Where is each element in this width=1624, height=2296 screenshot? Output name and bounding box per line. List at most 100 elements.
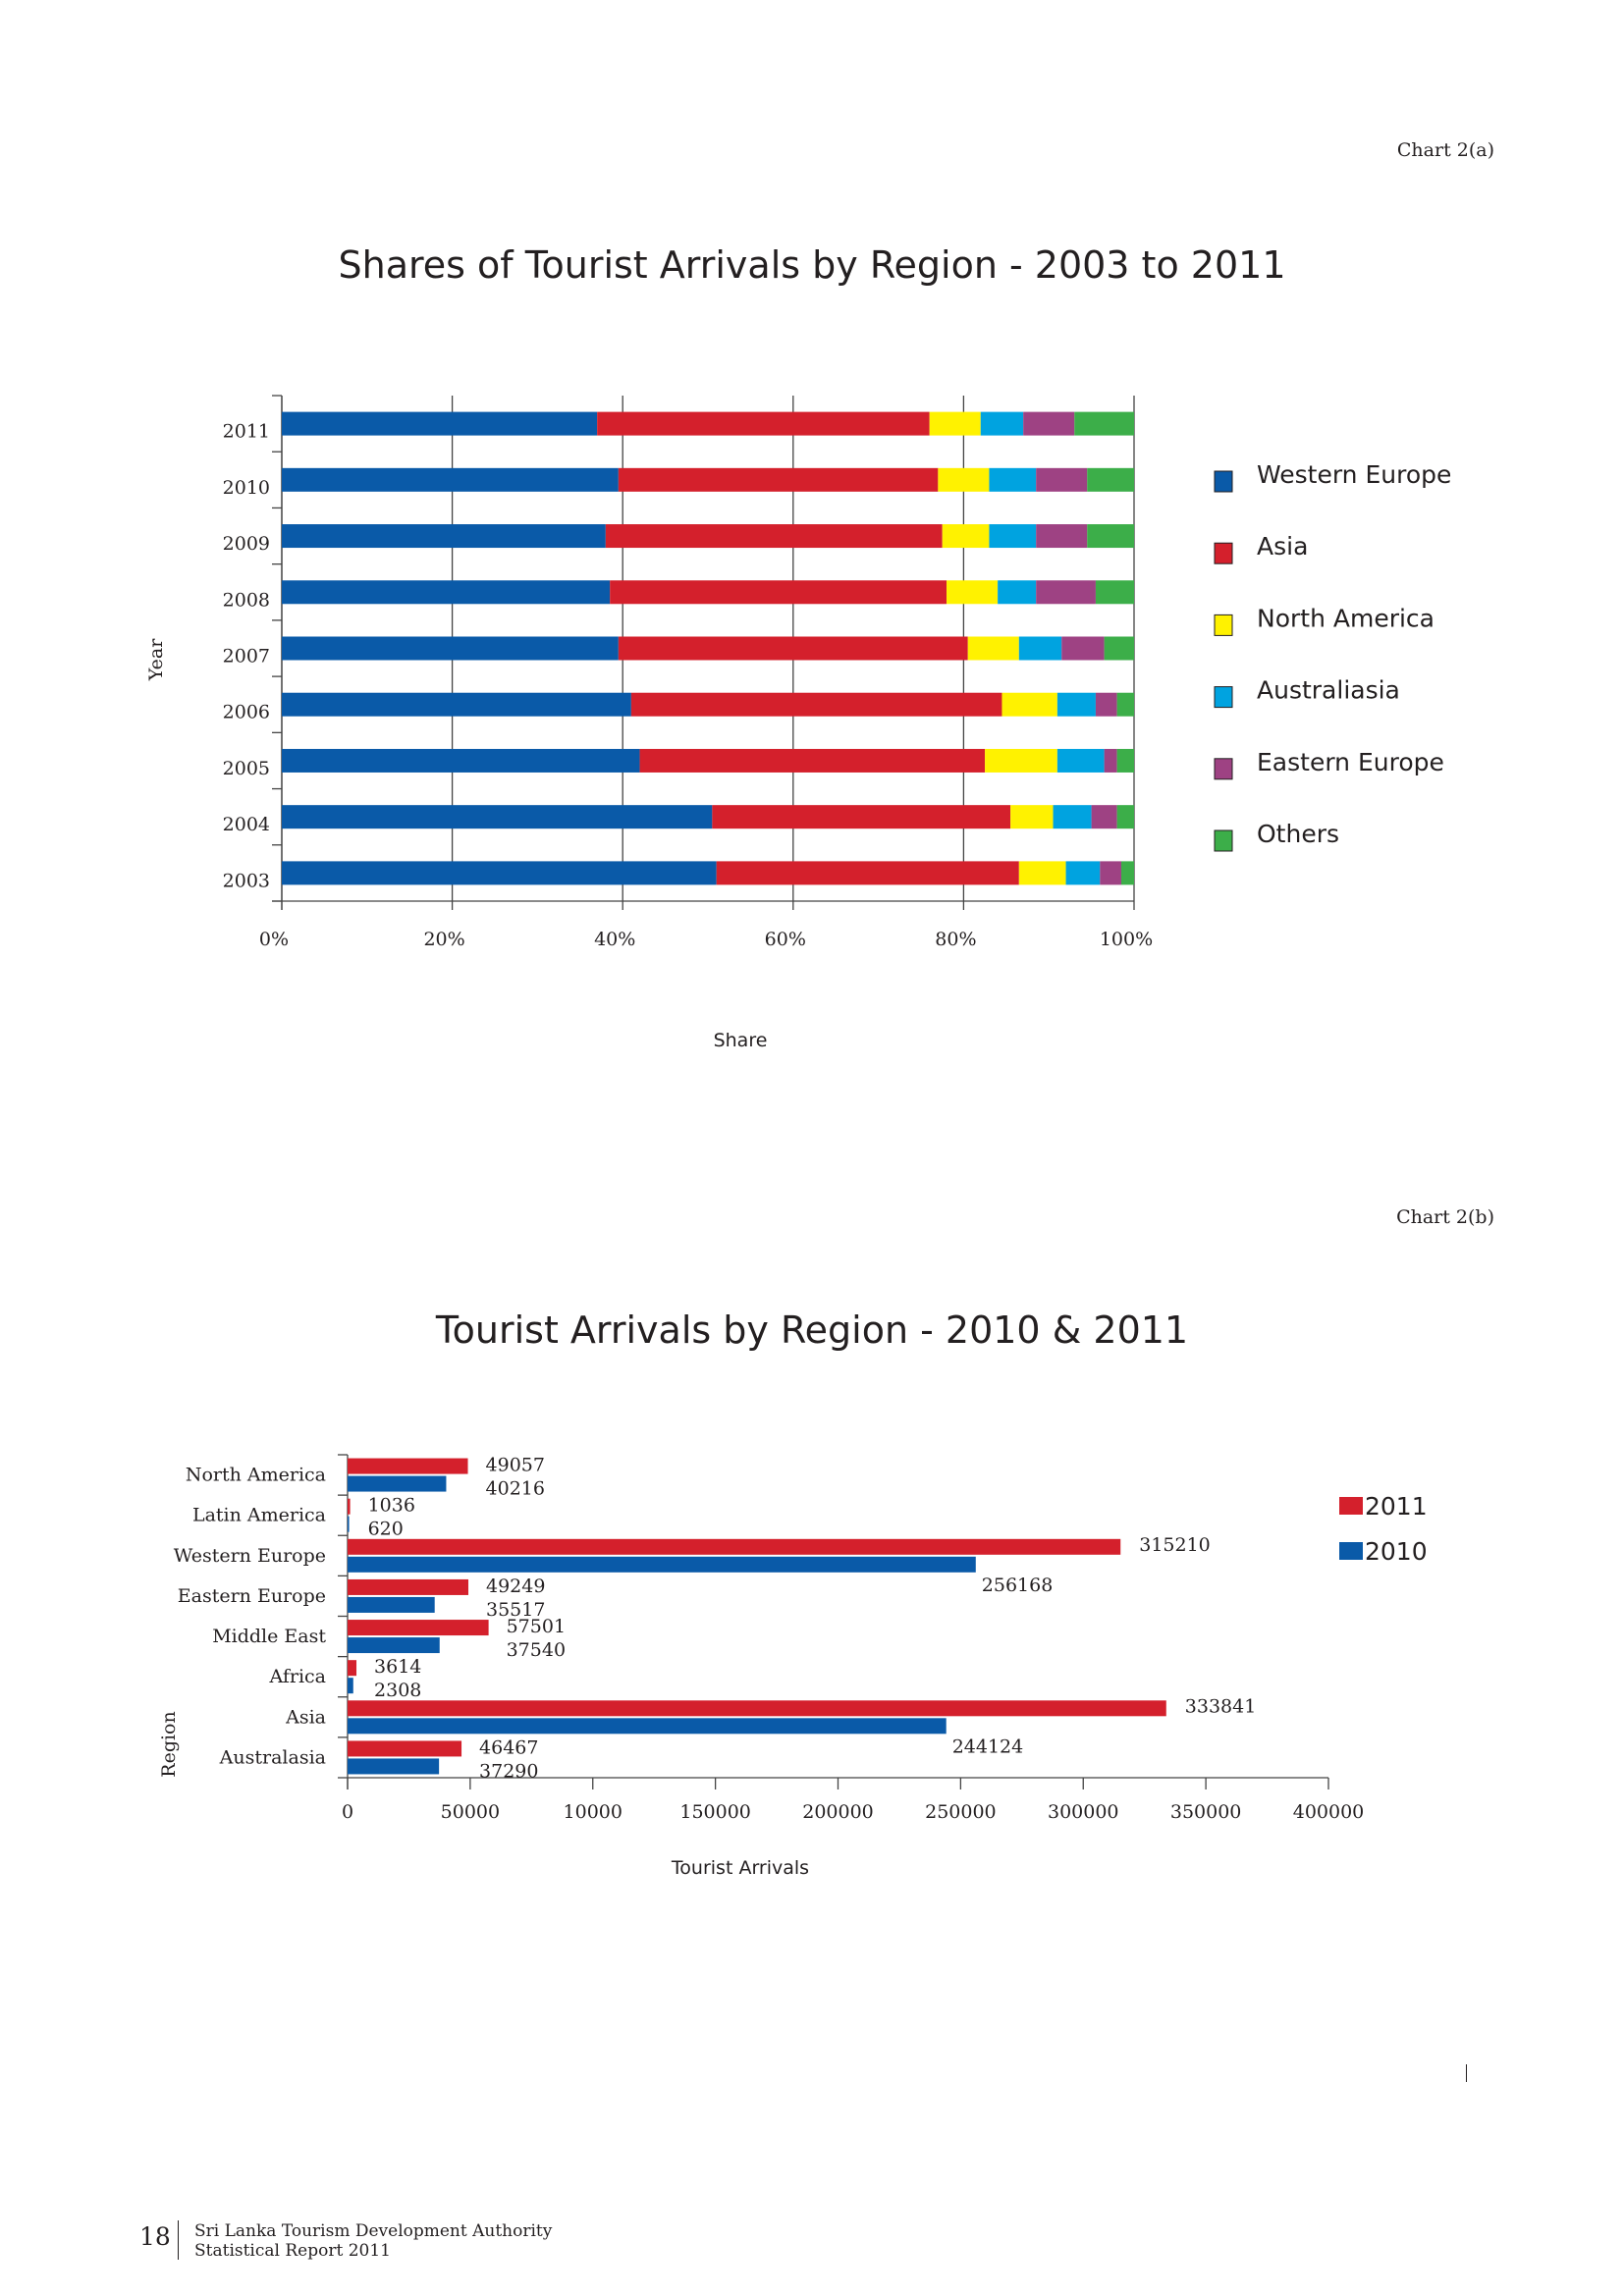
legend-label: Australiasia <box>1257 676 1400 705</box>
legend-label: Others <box>1257 820 1339 848</box>
bar-2010 <box>348 1516 350 1532</box>
bar-2011 <box>348 1578 468 1595</box>
x-tick-label: 200000 <box>802 1801 874 1823</box>
bar-2010 <box>348 1678 353 1694</box>
legend-label: North America <box>1257 604 1435 632</box>
bar-segment <box>712 805 1011 829</box>
y-tick-label: Australasia <box>219 1746 326 1768</box>
bar-segment <box>1036 524 1088 549</box>
y-tick-label: Africa <box>268 1666 326 1687</box>
chart-a-svg: 0% 20% 40% 60% 80% 100% 2011 2010 2009 2008 2007 20… <box>145 395 1451 1051</box>
bar-segment <box>1023 411 1075 436</box>
y-tick-label: 2011 <box>223 421 270 443</box>
data-label-2010: 35517 <box>486 1599 545 1621</box>
bar-segment <box>1018 861 1066 885</box>
bar-2011 <box>348 1740 462 1757</box>
x-tick-label: 350000 <box>1170 1801 1242 1823</box>
x-tick-label: 40% <box>594 929 635 950</box>
data-label-2010: 256168 <box>982 1575 1054 1596</box>
data-label-2011: 49057 <box>486 1455 545 1476</box>
bar-segment <box>1053 805 1092 829</box>
bar-segment <box>618 636 968 661</box>
y-tick-label: 2007 <box>223 646 270 667</box>
bar-2011 <box>348 1660 357 1677</box>
bar-segment <box>1056 748 1105 773</box>
bar-segment <box>1100 861 1121 885</box>
bar-segment <box>980 411 1024 436</box>
x-tick-label: 0 <box>342 1801 353 1823</box>
data-label-2011: 1036 <box>368 1495 415 1517</box>
data-label-2010: 244124 <box>952 1735 1024 1757</box>
y-axis-title: Region <box>158 1711 180 1777</box>
bar-segment <box>610 580 947 605</box>
data-label-2010: 2308 <box>374 1680 421 1701</box>
y-tick-label: Western Europe <box>174 1545 326 1567</box>
footer-text: Sri Lanka Tourism Development Authority … <box>194 2221 552 2261</box>
bar-2011 <box>348 1498 351 1515</box>
bar-segment <box>1074 411 1134 436</box>
legend-swatch <box>1214 542 1233 564</box>
x-tick-label: 0% <box>259 929 289 950</box>
chart-b-title: Tourist Arrivals by Region - 2010 & 2011 <box>435 1308 1189 1352</box>
y-tick-label: 2003 <box>223 870 270 891</box>
chart-b-caption: Chart 2(b) <box>1396 1206 1494 1228</box>
legend-swatch <box>1214 470 1233 493</box>
legend-swatch <box>1339 1542 1363 1560</box>
page-number: 18 <box>139 2222 171 2251</box>
y-tick-label: Middle East <box>212 1626 326 1647</box>
x-axis-title: Share <box>714 1030 768 1051</box>
bar-segment <box>942 524 990 549</box>
bar-segment <box>630 692 1002 717</box>
chart-a-caption: Chart 2(a) <box>1396 139 1494 161</box>
bar-segment <box>1056 692 1096 717</box>
y-tick-label: North America <box>186 1465 326 1486</box>
margin-mark <box>1466 2064 1467 2082</box>
bar-segment <box>998 580 1037 605</box>
legend-label: 2010 <box>1365 1537 1428 1566</box>
x-tick-label: 20% <box>423 929 464 950</box>
data-label-2011: 315210 <box>1139 1534 1211 1556</box>
bar-segment <box>1065 861 1101 885</box>
bar-segment <box>1104 636 1134 661</box>
bar-segment <box>1001 692 1057 717</box>
bar-segment <box>1104 748 1117 773</box>
bar-segment <box>929 411 981 436</box>
legend-swatch <box>1214 614 1233 636</box>
bar-segment <box>605 524 943 549</box>
bar-2011 <box>348 1538 1121 1555</box>
footer-divider <box>178 2220 179 2260</box>
data-label-2010: 620 <box>368 1519 404 1540</box>
bar-2010 <box>348 1637 440 1654</box>
data-label-2011: 46467 <box>479 1736 538 1758</box>
bar-segment <box>282 692 631 717</box>
bar-2010 <box>348 1758 440 1775</box>
footer-line-2: Statistical Report 2011 <box>194 2241 391 2261</box>
bar-2011 <box>348 1620 489 1636</box>
bar-segment <box>967 636 1019 661</box>
y-tick-label: 2009 <box>223 533 270 555</box>
bar-segment <box>1036 580 1096 605</box>
data-label-2011: 57501 <box>507 1616 566 1637</box>
y-tick-label: 2010 <box>223 477 270 499</box>
legend-swatch <box>1214 758 1233 780</box>
bar-segment <box>947 580 999 605</box>
x-tick-label: 10000 <box>564 1801 623 1823</box>
legend-label: Western Europe <box>1257 460 1451 489</box>
data-label-2010: 40216 <box>486 1478 545 1500</box>
bar-segment <box>1095 692 1117 717</box>
chart-a-plot: 0% 20% 40% 60% 80% 100% 2011 2010 2009 2008 2007 20… <box>145 395 1451 1051</box>
data-label-2010: 37540 <box>507 1639 566 1661</box>
chart-a-title: Shares of Tourist Arrivals by Region - 2… <box>338 243 1286 287</box>
chart-b-plot: 0 50000 10000 150000 200000 250000 300000 35000… <box>158 1454 1428 1879</box>
bar-segment <box>1018 636 1062 661</box>
bar-segment <box>597 411 930 436</box>
x-tick-label: 300000 <box>1048 1801 1119 1823</box>
data-label-2011: 3614 <box>374 1656 421 1678</box>
bar-segment <box>282 524 606 549</box>
data-label-2011: 333841 <box>1185 1695 1257 1717</box>
x-axis-title: Tourist Arrivals <box>671 1857 809 1879</box>
legend-swatch <box>1214 829 1233 852</box>
bar-segment <box>1010 805 1054 829</box>
x-tick-label: 150000 <box>679 1801 751 1823</box>
bar-segment <box>985 748 1057 773</box>
